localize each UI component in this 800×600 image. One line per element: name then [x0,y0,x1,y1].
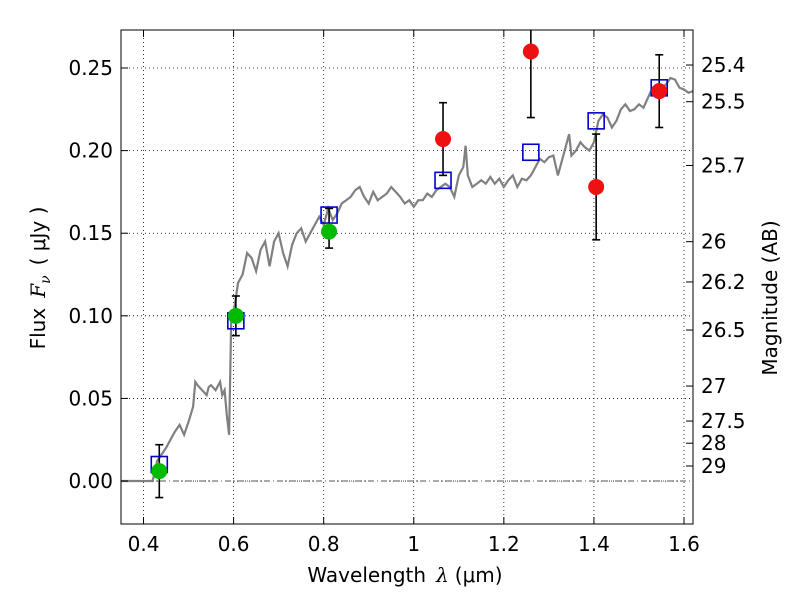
observed-circle-marker [522,43,539,60]
x-tick-label: 0.4 [128,532,160,556]
y-tick-label: 0.00 [68,469,113,493]
observed-circle-marker [151,463,168,480]
magnitude-tick-label: 28 [701,431,726,455]
observed-circle-marker [588,178,605,195]
plot-frame [120,29,694,525]
x-tick-label: 0.8 [308,532,340,556]
y-tick-label: 0.05 [68,386,113,410]
magnitude-tick-label: 25.7 [701,153,746,177]
magnitude-tick-label: 29 [701,454,726,478]
y-tick-label: 0.15 [68,221,113,245]
x-tick-label: 0.6 [218,532,250,556]
magnitude-tick-label: 27 [701,374,726,398]
grid-lines [121,30,693,524]
plot-area [121,30,693,499]
magnitude-tick-label: 26 [701,230,726,254]
x-axis-ticks: 0.4 0.6 0.8 1 1.2 1.4 1.6 [128,30,700,556]
x-tick-label: 1.2 [488,532,520,556]
model-square-marker [522,143,540,162]
x-tick-label: 1.6 [668,532,700,556]
observed-photometry-points [151,43,668,480]
y-tick-label: 0.10 [68,304,113,328]
magnitude-tick-label: 26.2 [701,270,746,294]
error-bars [155,30,664,499]
y-tick-label: 0.20 [68,139,113,163]
model-square-marker [320,206,338,224]
model-square-marker [587,112,605,130]
magnitude-tick-label: 25.4 [701,53,746,77]
y-axis-title: FluxFν( μJy ) [26,207,54,350]
magnitude-tick-label: 25.5 [701,90,746,114]
model-spectrum-line [121,76,693,483]
x-tick-label: 1 [407,532,420,556]
magnitude-axis-title: Magnitude (AB) [758,220,782,375]
x-tick-label: 1.4 [578,532,610,556]
observed-circle-marker [435,131,452,148]
magnitude-tick-label: 27.5 [701,409,746,433]
observed-circle-marker [651,83,668,100]
observed-circle-marker [227,307,244,324]
y-tick-label: 0.25 [68,56,113,80]
magnitude-tick-label: 26.5 [701,318,746,342]
observed-circle-marker [321,223,338,240]
model-square-marker [434,171,452,190]
y-axis-ticks: 0.00 0.05 0.10 0.15 0.20 0.25 [68,56,128,493]
x-axis-title: Wavelength λ (μm) [307,563,502,587]
